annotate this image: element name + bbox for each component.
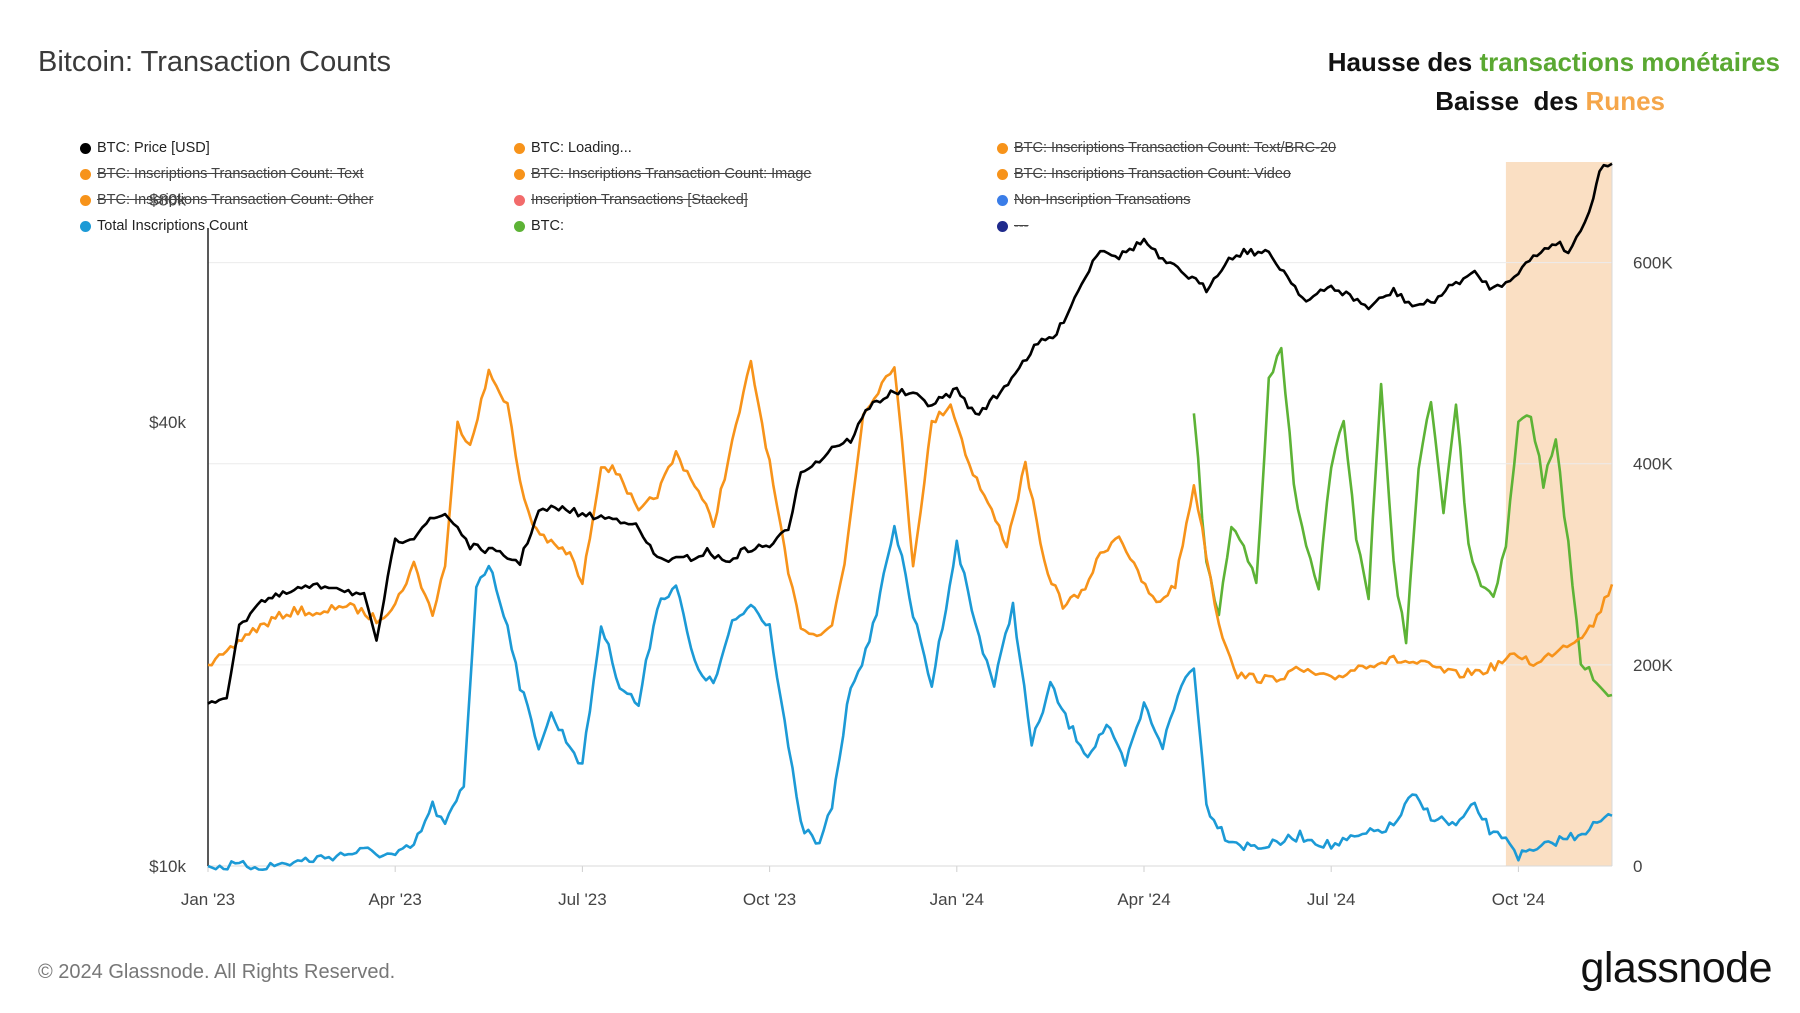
x-tick-label: Apr '24 [1117,890,1170,909]
legend-item[interactable]: Inscription Transactions [Stacked] [514,192,748,208]
legend-label: Total Inscriptions Count [97,218,248,234]
legend-marker-icon [997,220,1008,232]
legend-item[interactable]: BTC: [514,218,564,234]
legend-label: BTC: Inscriptions Transaction Count: Ima… [531,166,812,182]
legend-label: BTC: [531,218,565,234]
x-tick-label: Oct '24 [1492,890,1545,909]
legend-marker-icon [997,168,1008,180]
legend-label: BTC: Inscriptions Transaction Count: Vid… [1014,166,1291,182]
annotation-line-2: Baisse des Runes [1435,86,1665,117]
legend-marker-icon [997,194,1008,206]
legend-marker-icon [80,168,91,180]
copyright-notice: © 2024 Glassnode. All Rights Reserved. [38,961,396,983]
x-tick-label: Jan '24 [930,890,984,909]
legend-item[interactable]: BTC: Inscriptions Transaction Count: Tex… [997,140,1336,156]
series-line-2 [207,524,1613,871]
annotation-line-1: Hausse des transactions monétaires [1328,47,1780,78]
legend-item[interactable]: BTC: Inscriptions Transaction Count: Vid… [997,166,1291,182]
legend-marker-icon [514,194,525,206]
legend-item[interactable]: Non-Inscription Transations [997,192,1191,208]
right-axis-label: 400K [1633,455,1673,474]
legend-label: --- [1014,218,1029,234]
left-axis-label: $10k [149,857,186,876]
x-tick-label: Jul '24 [1307,890,1356,909]
right-axis-label: 200K [1633,656,1673,675]
glassnode-logo[interactable]: glassnode [1580,944,1772,992]
series-line-1 [207,359,1614,685]
legend-marker-icon [80,194,91,206]
legend-marker-icon [80,142,91,154]
legend-label: BTC: Inscriptions Transaction Count: Tex… [97,166,364,182]
x-tick-label: Oct '23 [743,890,796,909]
legend-marker-icon [514,142,525,154]
legend-label: BTC: Inscriptions Transaction Count: Oth… [97,192,374,208]
right-axis-label: 0 [1633,857,1642,876]
legend-item[interactable]: BTC: Loading... [514,140,632,156]
legend-label: Inscription Transactions [Stacked] [531,192,748,208]
legend-item[interactable]: Total Inscriptions Count [80,218,248,234]
legend-item[interactable]: BTC: Inscriptions Transaction Count: Tex… [80,166,364,182]
legend-marker-icon [997,142,1008,154]
annotation-line-2-highlight: Runes [1585,86,1665,116]
left-axis-label: $80k [149,191,186,210]
legend-item[interactable]: --- [997,218,1029,234]
legend-marker-icon [514,168,525,180]
left-axis-label: $40k [149,413,186,432]
legend-item[interactable]: BTC: Inscriptions Transaction Count: Oth… [80,192,373,208]
highlight-band [1505,162,1612,866]
right-axis-label: 600K [1633,254,1673,273]
annotation-line-2-prefix: Baisse des [1435,86,1586,116]
annotation-line-1-prefix: Hausse des [1327,47,1480,77]
series-line-0 [207,162,1613,705]
x-tick-label: Jan '23 [181,890,235,909]
legend-marker-icon [80,220,91,232]
legend-label: BTC: Inscriptions Transaction Count: Tex… [1014,140,1337,156]
series-line-3 [1192,346,1613,698]
chart-title: Bitcoin: Transaction Counts [38,46,392,78]
legend-label: BTC: Loading... [531,140,632,156]
legend-label: BTC: Price [USD] [97,140,210,156]
legend-marker-icon [514,220,525,232]
legend-item[interactable]: BTC: Inscriptions Transaction Count: Ima… [514,166,811,182]
legend-item[interactable]: BTC: Price [USD] [80,140,210,156]
x-tick-label: Apr '23 [369,890,422,909]
x-tick-label: Jul '23 [558,890,607,909]
annotation-line-1-highlight: transactions monétaires [1479,47,1780,77]
legend-label: Non-Inscription Transations [1014,192,1191,208]
